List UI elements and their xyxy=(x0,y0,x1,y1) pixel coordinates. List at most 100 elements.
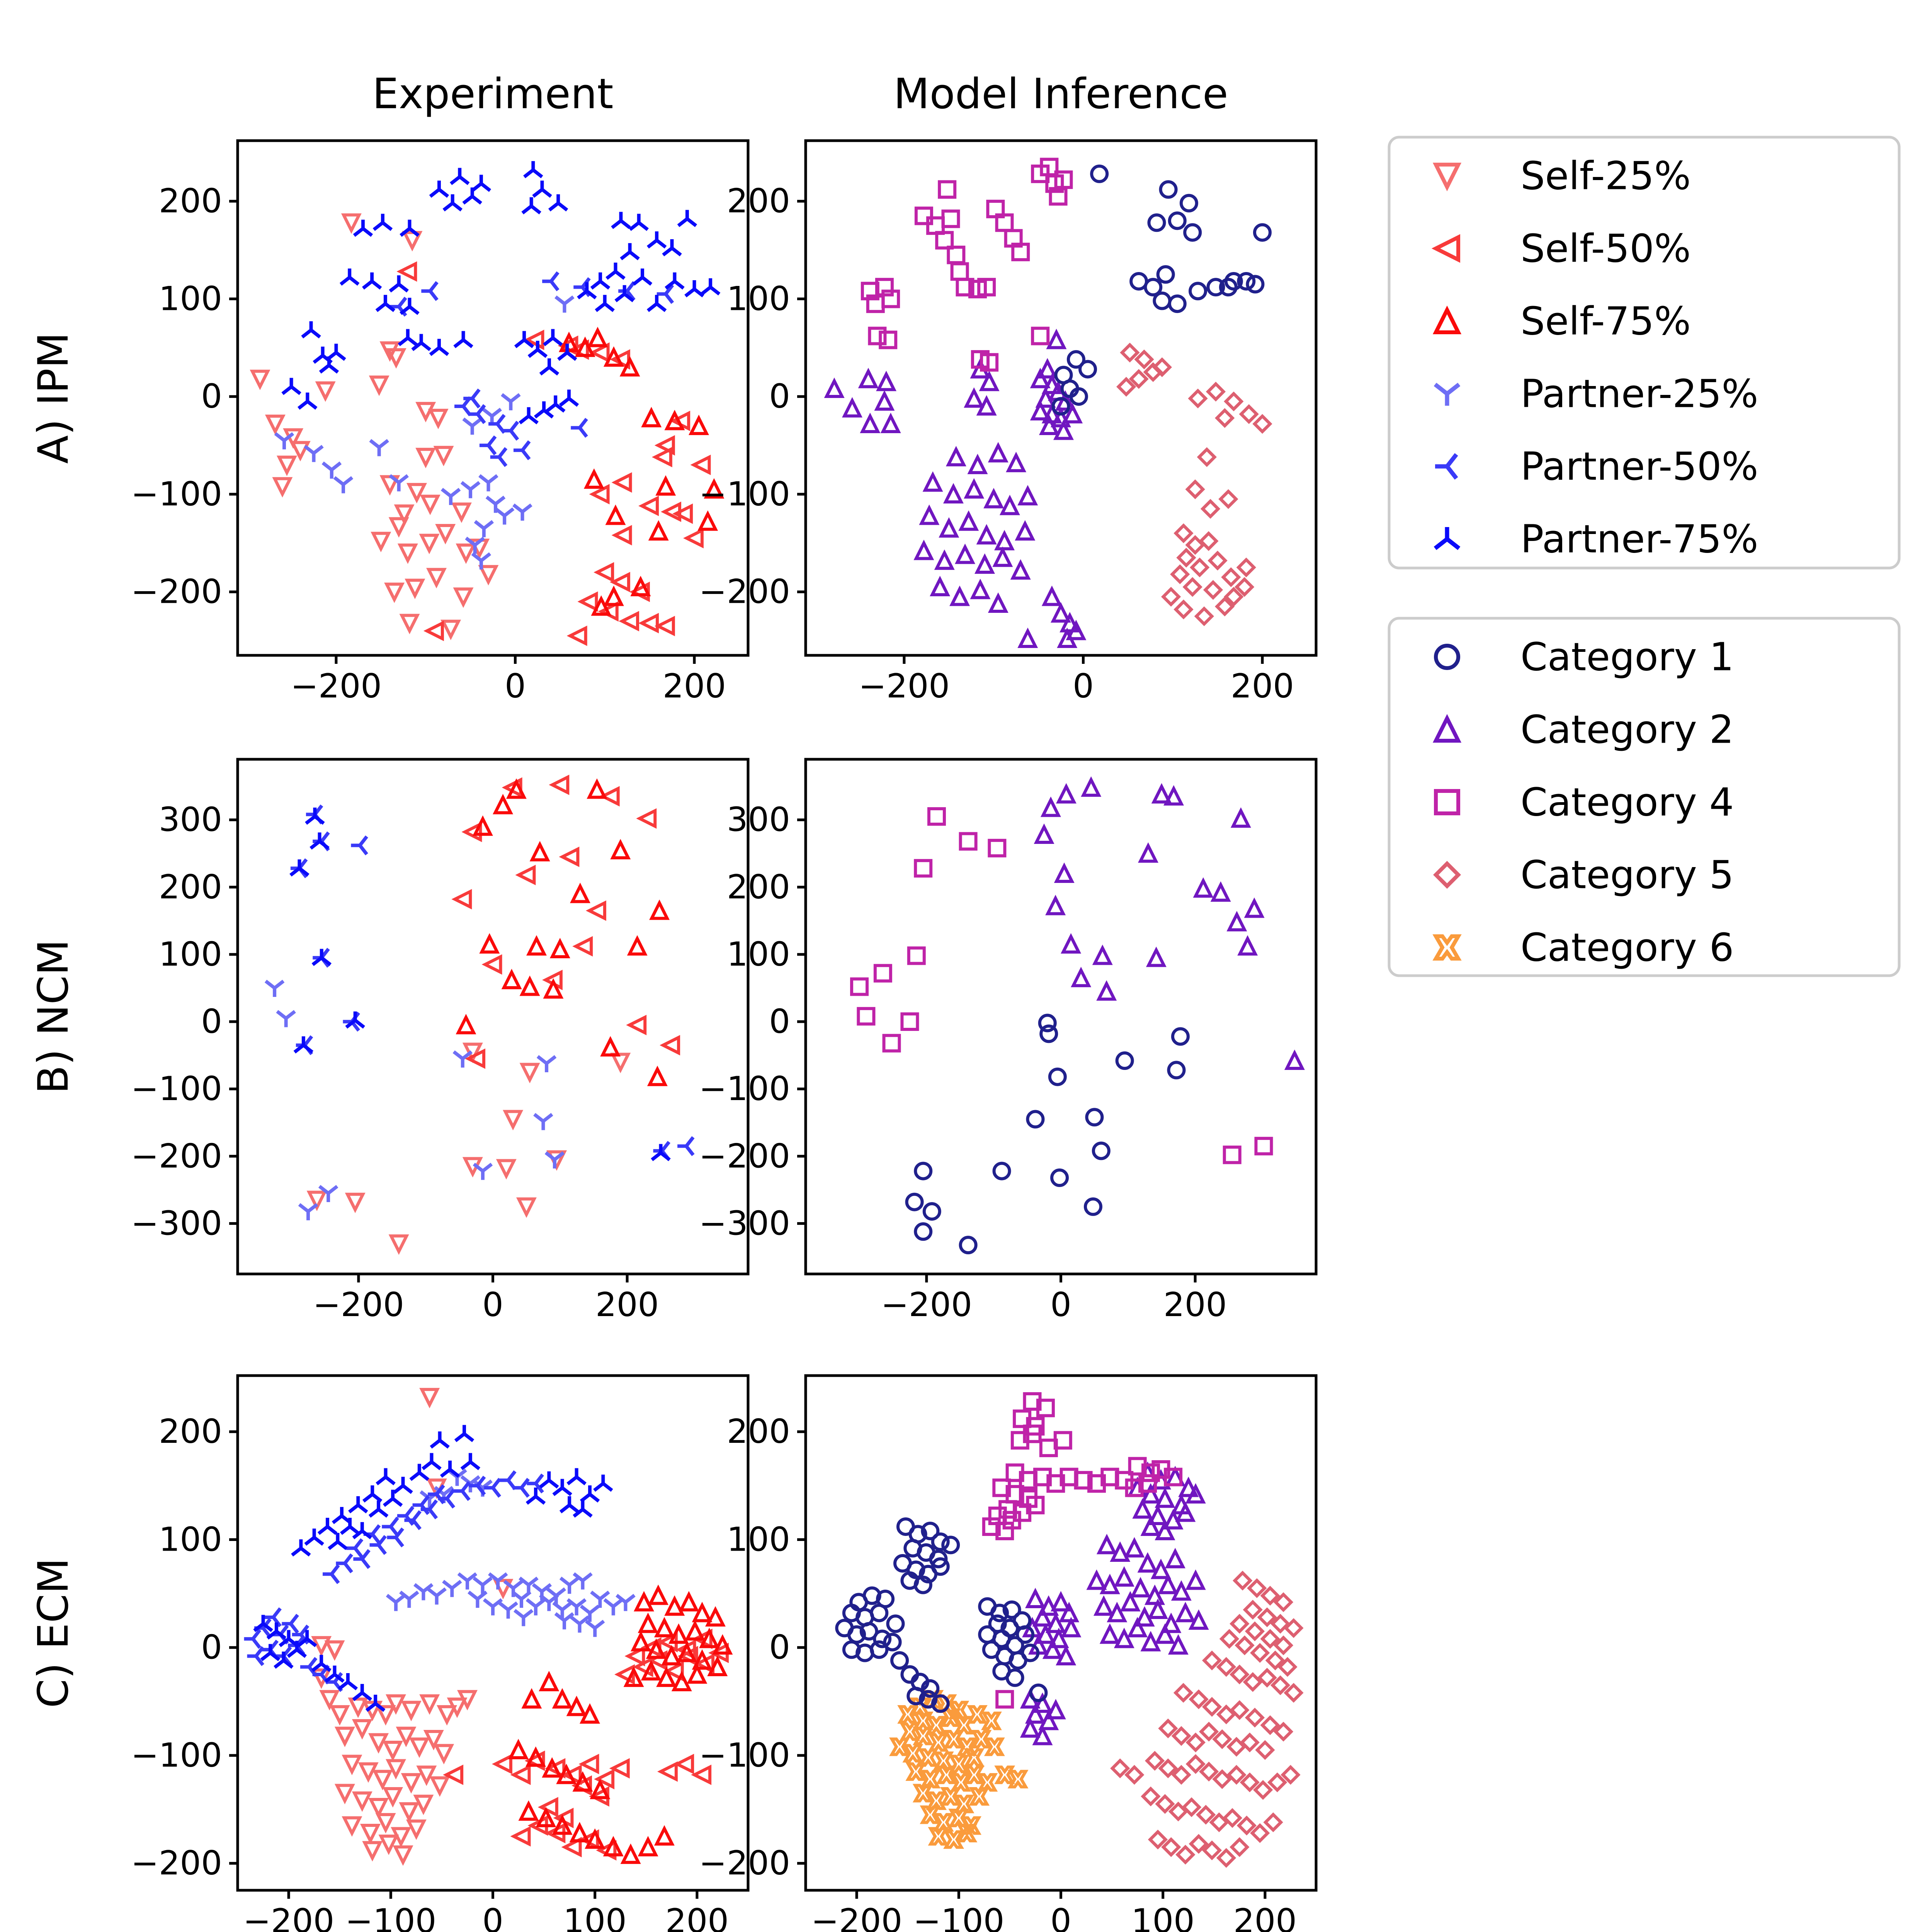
series-partner-25- xyxy=(386,1469,636,1637)
data-point-marker xyxy=(594,562,614,583)
data-point-marker xyxy=(578,1753,599,1774)
legend-item-label: Partner-75% xyxy=(1520,517,1758,562)
legend-category-legend: Category 1 Category 2 Category 4 Category 5… xyxy=(1388,617,1901,977)
series-category-1 xyxy=(905,1014,1190,1255)
data-point-marker xyxy=(519,975,540,996)
data-point-marker xyxy=(1086,1569,1107,1590)
data-point-marker xyxy=(1032,1692,1053,1713)
legend-item[interactable]: Category 4 xyxy=(1434,780,1734,825)
data-point-marker xyxy=(870,1604,889,1622)
data-point-marker xyxy=(493,794,514,815)
data-point-marker xyxy=(375,1705,396,1726)
data-point-marker xyxy=(857,1007,876,1026)
legend-item[interactable]: Partner-25% xyxy=(1434,371,1758,417)
data-point-marker xyxy=(1218,489,1238,509)
data-point-marker xyxy=(483,1598,503,1616)
legend-item[interactable]: Category 1 xyxy=(1434,634,1734,680)
data-point-marker xyxy=(1130,1577,1151,1598)
data-point-marker xyxy=(664,1595,685,1616)
data-point-marker xyxy=(1245,1708,1265,1728)
legend-item[interactable]: Self-75% xyxy=(1432,299,1691,344)
data-point-marker xyxy=(311,1636,332,1657)
data-point-marker xyxy=(1171,1765,1191,1785)
data-point-marker xyxy=(1155,1794,1175,1814)
data-point-marker xyxy=(1206,278,1225,297)
data-point-marker xyxy=(697,510,718,531)
data-point-marker xyxy=(654,435,675,456)
series-partner-25- xyxy=(274,295,575,570)
data-point-marker xyxy=(400,219,420,237)
legend-item[interactable]: Partner-50% xyxy=(1435,444,1758,489)
data-point-marker xyxy=(583,468,604,489)
data-point-marker xyxy=(342,1816,362,1837)
data-point-marker xyxy=(1185,1754,1206,1774)
x-tick-label: −200 xyxy=(291,667,382,706)
data-point-marker xyxy=(1150,1558,1171,1579)
data-point-marker xyxy=(1026,1110,1045,1129)
data-point-marker xyxy=(488,1572,508,1590)
data-point-marker xyxy=(1046,1474,1065,1493)
data-point-marker xyxy=(1224,391,1244,412)
data-point-marker xyxy=(595,295,615,312)
data-point-marker xyxy=(387,1527,404,1548)
y-tick-label: −100 xyxy=(699,1736,790,1775)
series-category-6 xyxy=(889,1690,1029,1849)
data-point-marker xyxy=(1016,1625,1035,1644)
data-point-marker xyxy=(264,1607,282,1628)
data-point-marker xyxy=(651,447,672,468)
data-point-marker xyxy=(943,1830,964,1849)
legend-item[interactable]: Category 2 xyxy=(1432,707,1734,752)
axis-ticks: −300 −200 −100 0 100 200 300 −200 0 200 xyxy=(131,801,659,1324)
data-point-marker xyxy=(416,1765,437,1786)
data-point-marker xyxy=(992,546,1013,567)
x-tick-label: −200 xyxy=(313,1286,404,1324)
data-point-marker xyxy=(593,1475,613,1492)
legend-item[interactable]: Partner-75% xyxy=(1434,517,1758,562)
data-point-marker xyxy=(508,1739,529,1759)
data-point-marker xyxy=(950,262,969,281)
data-point-marker xyxy=(1237,935,1258,956)
data-point-marker xyxy=(545,395,566,413)
data-point-marker xyxy=(1140,1631,1161,1651)
data-point-marker xyxy=(922,471,943,492)
data-point-marker xyxy=(399,1590,419,1608)
y-tick-label: 200 xyxy=(159,868,222,906)
data-point-marker xyxy=(956,1824,978,1842)
data-point-marker xyxy=(413,1794,434,1815)
row-label-ecm: C) ECM xyxy=(29,1558,78,1708)
data-point-marker xyxy=(692,1602,713,1622)
axis-ticks: −200 −100 0 100 200 −200 0 200 xyxy=(699,182,1294,706)
data-point-marker xyxy=(677,1641,697,1662)
data-point-marker xyxy=(590,1779,611,1799)
data-point-marker xyxy=(412,1495,430,1515)
legend-item[interactable]: Self-50% xyxy=(1431,226,1691,271)
data-point-marker xyxy=(388,1234,409,1255)
data-point-marker xyxy=(1010,559,1031,580)
data-point-marker xyxy=(386,1759,406,1780)
data-point-marker xyxy=(1230,1614,1250,1634)
data-point-marker xyxy=(543,978,564,999)
data-point-marker xyxy=(580,1485,600,1503)
data-point-marker xyxy=(442,1580,462,1597)
data-point-marker xyxy=(506,778,527,799)
data-point-marker xyxy=(979,371,1000,391)
legend-item[interactable]: Self-25% xyxy=(1432,153,1691,199)
data-point-marker xyxy=(442,194,463,212)
data-point-marker xyxy=(521,1688,542,1709)
data-point-marker xyxy=(1026,1417,1045,1436)
data-point-marker xyxy=(1222,1808,1243,1828)
data-point-marker xyxy=(1185,1483,1206,1504)
data-point-marker xyxy=(400,298,420,315)
panel-ecm-experiment: −200 −100 0 100 200 −200 −100 0 100 200 xyxy=(131,1374,750,1932)
data-point-marker xyxy=(384,582,405,603)
data-point-marker xyxy=(1032,1725,1053,1745)
legend-item[interactable]: Category 5 xyxy=(1433,852,1734,898)
data-point-marker xyxy=(1230,1700,1250,1720)
data-point-marker xyxy=(368,1733,389,1754)
data-point-marker xyxy=(624,1646,645,1667)
data-point-marker xyxy=(368,1798,389,1818)
legend-item[interactable]: Category 6 xyxy=(1432,925,1734,970)
data-point-marker xyxy=(532,180,552,198)
data-point-marker xyxy=(342,1755,362,1776)
data-point-marker xyxy=(465,1048,486,1069)
